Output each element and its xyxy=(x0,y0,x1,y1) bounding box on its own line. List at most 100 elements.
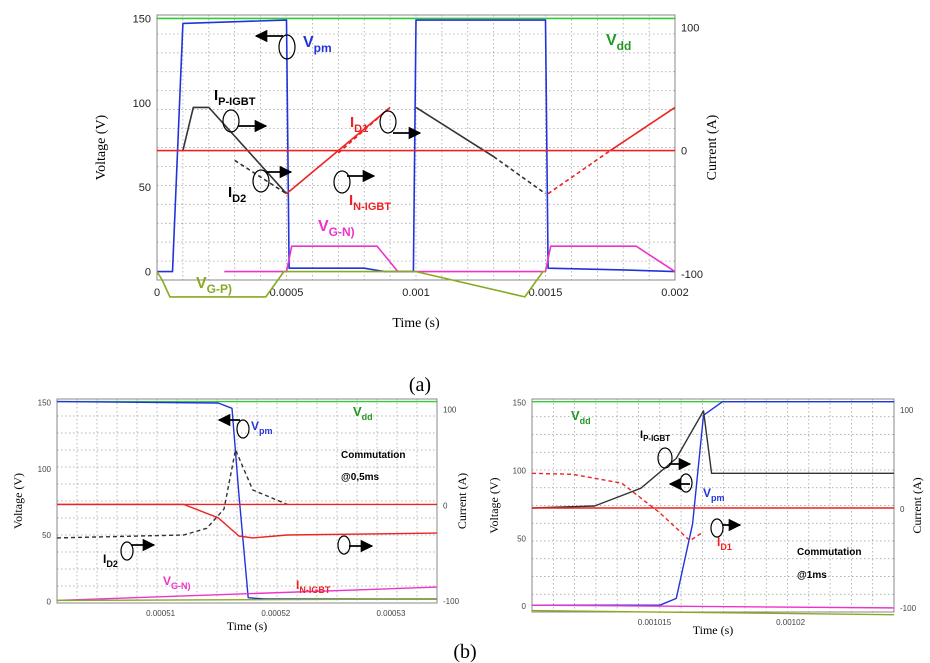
series-line-vg-n xyxy=(56,586,438,602)
y-axis-label: Voltage (V) xyxy=(487,477,501,533)
annotation-in-igbt: IN-IGBT xyxy=(349,192,391,213)
series-group-b2 xyxy=(531,401,895,616)
y2-tick-label: 0 xyxy=(443,501,448,510)
y-axis-label: Voltage (V) xyxy=(94,114,109,180)
x-axis-label: Time (s) xyxy=(693,623,734,637)
y-tick-label: 50 xyxy=(42,531,51,540)
marker-ellipse xyxy=(657,447,673,469)
annotation-sub: pm xyxy=(314,41,332,55)
annotation-sub: G-P) xyxy=(207,282,232,296)
plot-frame-a xyxy=(156,14,676,281)
series-line-vpm xyxy=(532,401,894,606)
annotation-vg-n-: VG-N) xyxy=(163,574,191,591)
annotation-ip-igbt: IP-IGBT xyxy=(214,87,256,108)
annotation-main: V xyxy=(353,404,362,419)
y-tick-label: 150 xyxy=(133,13,151,25)
marker-ellipse xyxy=(278,34,296,60)
y-tick-label: 50 xyxy=(517,534,526,543)
y-tick-label: 0 xyxy=(522,602,527,611)
marker-ellipse xyxy=(710,518,724,538)
annotation-vpm: Vpm xyxy=(251,419,273,436)
annotation-vg-n-: VG-N) xyxy=(318,218,355,239)
marker-ellipse xyxy=(333,170,351,194)
y-tick-label: 150 xyxy=(513,399,527,408)
y2-tick-label: 100 xyxy=(681,22,699,34)
x-axis-label: Time (s) xyxy=(392,316,440,331)
x-tick-label: 0.0005 xyxy=(270,287,304,299)
annotation-sub: dd xyxy=(362,412,373,422)
y-tick-label: 0 xyxy=(145,267,151,279)
series-line-vg-p xyxy=(531,609,895,616)
y-tick-label: 150 xyxy=(38,399,52,408)
y2-tick-label: 0 xyxy=(681,146,687,158)
series-line-vg-p xyxy=(156,270,546,298)
marker-ellipse xyxy=(236,419,250,439)
series-line-id1-2nd- xyxy=(547,149,611,195)
y2-axis-label: Current (A) xyxy=(910,477,924,533)
annotation-main: I xyxy=(717,535,720,549)
plot-frame-b1 xyxy=(56,398,438,604)
y-axis-label: Voltage (V) xyxy=(11,473,25,529)
annotation-vdd: Vdd xyxy=(571,408,591,426)
y-tick-label: 100 xyxy=(133,98,151,110)
annotation-sub: D1 xyxy=(720,542,732,552)
series-line-id1 xyxy=(531,472,704,542)
commutation-note: Commutation xyxy=(341,450,405,461)
marker-ellipse xyxy=(120,541,134,561)
panel-label: (b) xyxy=(453,641,476,663)
y-tick-label: 100 xyxy=(513,467,527,476)
y2-tick-label: 100 xyxy=(443,406,457,415)
y2-tick-label: -100 xyxy=(681,269,703,281)
annotation-main: I xyxy=(349,192,353,209)
grid-a xyxy=(157,15,675,280)
annotation-vdd: Vdd xyxy=(606,32,631,53)
marker-ellipse xyxy=(679,473,693,493)
annotation-sub: P-IGBT xyxy=(218,96,256,108)
annotation-sub: D1 xyxy=(354,123,368,135)
annotation-main: V xyxy=(606,32,617,49)
annotation-main: V xyxy=(163,574,171,588)
chart-panel-b1: 0 50 100 150 -100 0 100 0.00051 0.00052 0.00053 Ti… xyxy=(11,398,477,663)
x-tick-label: 0 xyxy=(154,287,160,299)
marker-ellipse xyxy=(252,169,270,193)
series-line-ip-igbt-2nd- xyxy=(415,106,495,158)
x-tick-label: 0.00053 xyxy=(376,609,405,618)
annotation-sub: dd xyxy=(580,416,591,426)
annotation-vg-p-: VG-P) xyxy=(196,275,232,296)
series-group-b1 xyxy=(56,400,438,602)
annotation-main: V xyxy=(703,486,711,500)
chart-panel-a: 0 50 100 150 -100 0 100 0 0.0005 0.001 0.0015 0.002… xyxy=(94,13,720,396)
annotation-main: V xyxy=(318,218,329,235)
series-line-in-igbt xyxy=(57,503,438,539)
series-line-vg-p xyxy=(56,598,438,602)
grid-b1 xyxy=(57,399,437,603)
annotation-main: I xyxy=(228,184,232,201)
x-tick-label: 0.001 xyxy=(402,287,430,299)
annotation-sub: D2 xyxy=(232,193,246,205)
y-tick-label: 100 xyxy=(38,465,52,474)
annotation-vpm: Vpm xyxy=(303,34,332,55)
annotation-sub: pm xyxy=(259,426,273,436)
series-line-in-igbt-2nd- xyxy=(609,106,676,152)
x-tick-label: 0.002 xyxy=(661,287,689,299)
series-group-a xyxy=(156,17,676,298)
y2-tick-label: 0 xyxy=(900,505,905,514)
commutation-note: @0,5ms xyxy=(341,472,380,483)
commutation-note: Commutation xyxy=(797,547,861,558)
annotation-sub: G-N) xyxy=(171,581,191,591)
commutation-note: @1ms xyxy=(797,570,827,581)
annotation-id2: ID2 xyxy=(103,552,118,569)
marker-ellipse xyxy=(337,535,351,555)
y2-tick-label: -100 xyxy=(900,604,917,613)
grid-b2 xyxy=(532,399,894,612)
annotation-main: V xyxy=(196,275,207,292)
annotation-main: I xyxy=(214,87,218,104)
y-tick-label: 50 xyxy=(139,182,151,194)
marker-ellipse xyxy=(222,109,240,133)
annotation-vdd: Vdd xyxy=(353,404,373,422)
annotation-sub: dd xyxy=(617,39,632,53)
annotation-id1: ID1 xyxy=(350,114,368,135)
series-line-ip-igbt xyxy=(531,410,894,509)
annotation-in-igbt: IN-IGBT xyxy=(296,578,331,595)
